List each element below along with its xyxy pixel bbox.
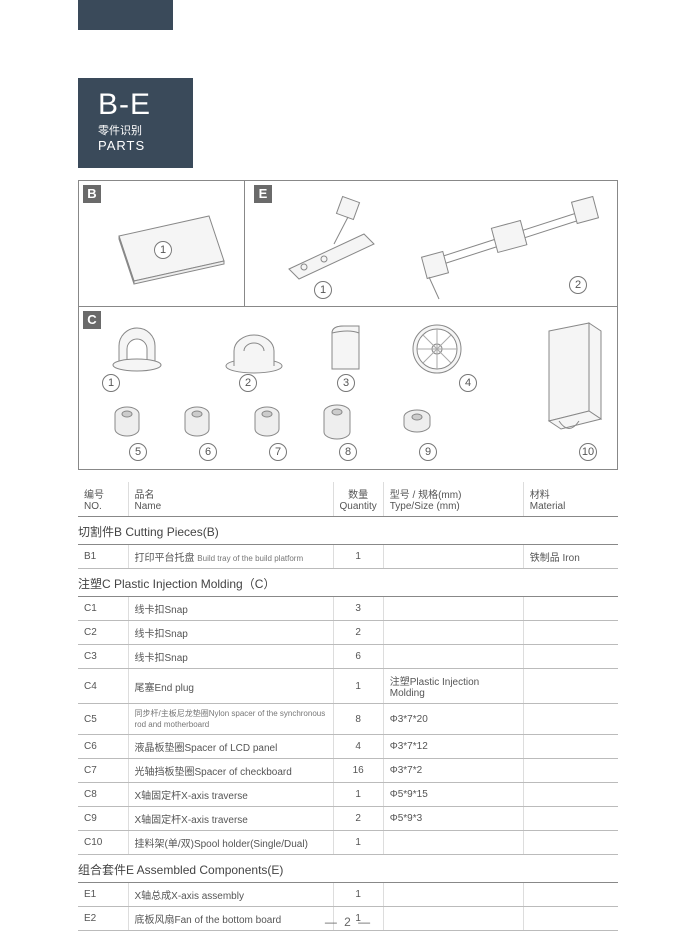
- page-number: — 2 —: [0, 915, 697, 929]
- table-row: C4尾塞End plug1注塑Plastic Injection Molding: [78, 669, 618, 704]
- divider-horizontal: [79, 306, 617, 307]
- part-c3: [324, 321, 369, 376]
- table-row: C3线卡扣Snap6: [78, 645, 618, 669]
- diagram-num-c2: 2: [239, 374, 257, 392]
- diagram-num-c10: 10: [579, 443, 597, 461]
- table-row: E1X轴总成X-axis assembly1: [78, 883, 618, 907]
- part-e1-assembly: [274, 189, 394, 299]
- diagram-num-c5: 5: [129, 443, 147, 461]
- part-c8: [319, 399, 364, 444]
- section-row: 注塑C Plastic Injection Molding（C）: [78, 569, 618, 597]
- diagram-num-c9: 9: [419, 443, 437, 461]
- th-no: 编号NO.: [78, 482, 128, 517]
- section-sub-en: PARTS: [98, 138, 193, 153]
- table-row: C7光轴挡板垫圈Spacer of checkboard16Φ3*7*2: [78, 759, 618, 783]
- part-c10-holder: [529, 321, 609, 451]
- top-accent-bar: [78, 0, 173, 30]
- table-row: C1线卡扣Snap3: [78, 597, 618, 621]
- box-label-c: C: [83, 311, 101, 329]
- th-type: 型号 / 规格(mm)Type/Size (mm): [383, 482, 523, 517]
- table-header-row: 编号NO. 品名Name 数量Quantity 型号 / 规格(mm)Type/…: [78, 482, 618, 517]
- divider-vertical: [244, 181, 245, 306]
- section-row: 切割件B Cutting Pieces(B): [78, 517, 618, 545]
- diagram-num-c8: 8: [339, 443, 357, 461]
- section-header: B-E 零件识别 PARTS: [78, 78, 193, 168]
- part-c4-wheel: [409, 321, 469, 376]
- th-mat: 材料Material: [523, 482, 618, 517]
- part-c5: [109, 399, 154, 444]
- table-row: C8X轴固定杆X-axis traverse1Φ5*9*15: [78, 783, 618, 807]
- table-row: C2线卡扣Snap2: [78, 621, 618, 645]
- part-c1: [109, 321, 169, 376]
- th-qty: 数量Quantity: [333, 482, 383, 517]
- box-label-e: E: [254, 185, 272, 203]
- section-row: 组合套件E Assembled Components(E): [78, 855, 618, 883]
- part-c9: [399, 399, 444, 444]
- th-name: 品名Name: [128, 482, 333, 517]
- part-c6: [179, 399, 224, 444]
- table-row: C9X轴固定杆X-axis traverse2Φ5*9*3: [78, 807, 618, 831]
- diagram-num-c4: 4: [459, 374, 477, 392]
- section-sub-cn: 零件识别: [98, 122, 193, 138]
- diagram-num-c1: 1: [102, 374, 120, 392]
- section-code: B-E: [98, 90, 193, 120]
- box-label-b: B: [83, 185, 101, 203]
- diagram-num-c3: 3: [337, 374, 355, 392]
- table-row: C6液晶板垫圈Spacer of LCD panel4Φ3*7*12: [78, 735, 618, 759]
- parts-table: 编号NO. 品名Name 数量Quantity 型号 / 规格(mm)Type/…: [78, 482, 618, 931]
- table-row: C10挂料架(单/双)Spool holder(Single/Dual)1: [78, 831, 618, 855]
- table-row: C5同步杆/主板尼龙垫圈Nylon spacer of the synchron…: [78, 704, 618, 735]
- parts-diagram: B 1 E 1 2 C 1 2 3 4 10: [78, 180, 618, 470]
- table-row: B1打印平台托盘 Build tray of the build platfor…: [78, 545, 618, 569]
- diagram-num-e2: 2: [569, 276, 587, 294]
- part-c2: [219, 321, 289, 376]
- diagram-num-e1: 1: [314, 281, 332, 299]
- diagram-num-b1: 1: [154, 241, 172, 259]
- diagram-num-c6: 6: [199, 443, 217, 461]
- diagram-num-c7: 7: [269, 443, 287, 461]
- part-c7: [249, 399, 294, 444]
